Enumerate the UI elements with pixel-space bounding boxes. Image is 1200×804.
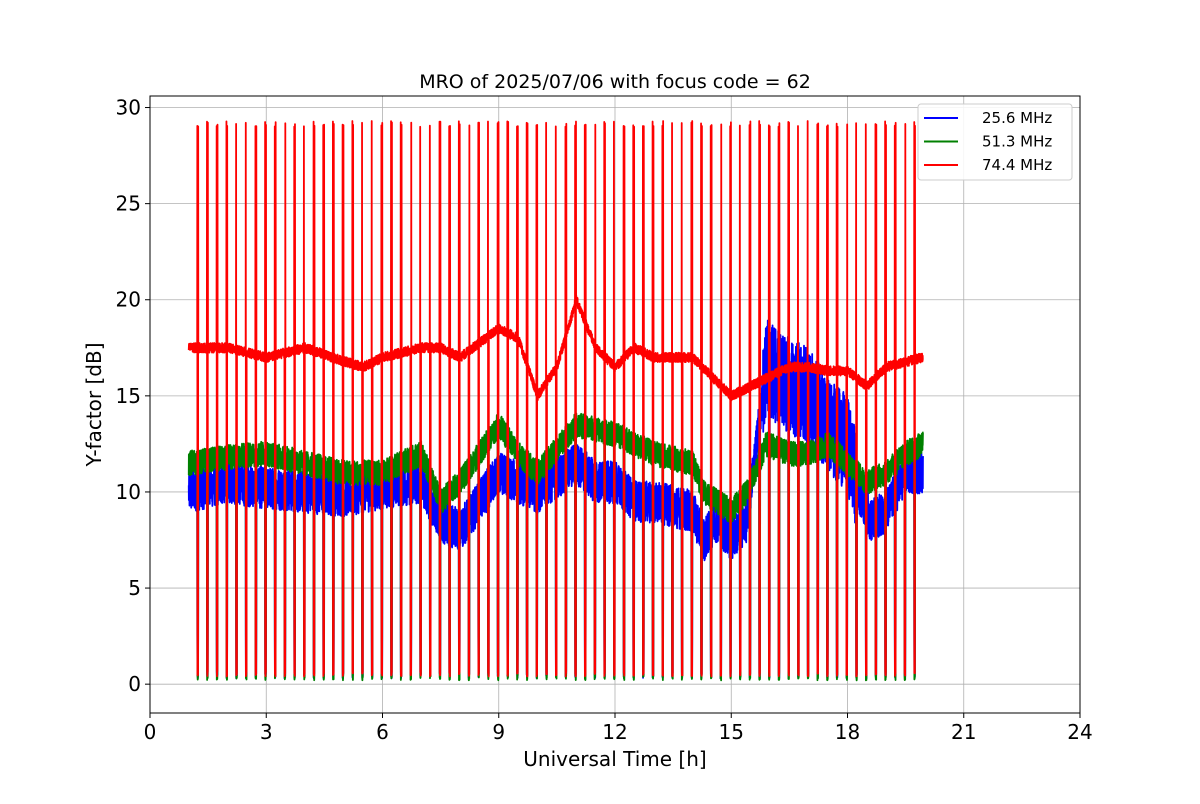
x-tick-label: 9 (492, 720, 505, 744)
legend-box (917, 103, 1073, 181)
y-tick-label: 20 (116, 288, 141, 312)
axis-ticks: 0 3 6 9 12 15 18 21 24 0 5 10 15 20 25 30 (116, 96, 1093, 744)
x-axis-label: Universal Time [h] (523, 747, 706, 771)
y-tick-label: 25 (116, 192, 141, 216)
y-tick-label: 10 (116, 480, 141, 504)
x-tick-label: 3 (260, 720, 273, 744)
x-tick-label: 12 (602, 720, 627, 744)
series-line-3 (187, 120, 924, 678)
chart-title: MRO of 2025/07/06 with focus code = 62 (419, 71, 811, 93)
y-tick-label: 15 (116, 384, 141, 408)
y-tick-label: 0 (128, 672, 141, 696)
x-tick-label: 0 (144, 720, 157, 744)
y-axis-label: Y-factor [dB] (82, 342, 106, 467)
plot-lines (187, 120, 924, 682)
y-tick-label: 30 (116, 96, 141, 120)
x-tick-label: 21 (951, 720, 976, 744)
x-tick-label: 15 (719, 720, 744, 744)
legend-label: 25.6 MHz (982, 109, 1052, 127)
series-line-2 (187, 412, 924, 682)
y-tick-label: 5 (128, 576, 141, 600)
legend-label: 51.3 MHz (982, 133, 1052, 151)
x-tick-label: 18 (835, 720, 860, 744)
x-tick-label: 6 (376, 720, 389, 744)
x-tick-label: 24 (1067, 720, 1092, 744)
legend-label: 74.4 MHz (982, 156, 1052, 174)
legend: 25.6 MHz 51.3 MHz 74.4 MHz (917, 103, 1073, 181)
